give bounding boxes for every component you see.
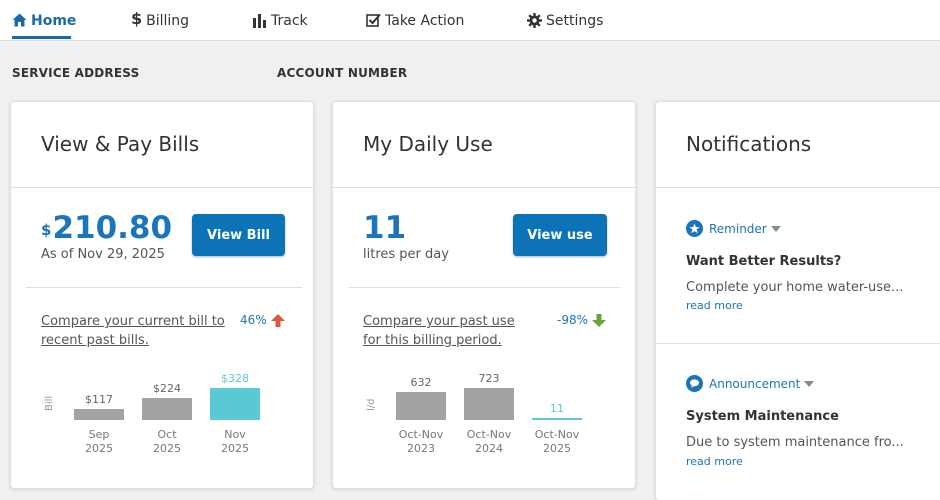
compare-use-link[interactable]: Compare your past use for this billing p… <box>363 314 515 348</box>
currency-symbol: $ <box>41 221 52 239</box>
dollar-icon: $ <box>131 9 143 28</box>
account-number-label: ACCOUNT NUMBER <box>277 66 408 80</box>
view-use-button[interactable]: View use <box>513 214 607 256</box>
bar-category-label: Sep 2025 <box>85 428 113 455</box>
bill-amount: $210.80 <box>41 210 172 246</box>
bill-change-percent: 46% <box>240 313 267 327</box>
chevron-down-icon <box>770 225 781 232</box>
bar-value-label: 632 <box>410 376 432 390</box>
bar-category-label: Oct 2025 <box>153 428 181 455</box>
bills-title: View & Pay Bills <box>41 132 200 156</box>
checkbox-icon <box>366 13 381 32</box>
chart-y-label: Bill <box>44 395 55 411</box>
nav-take-action-label: Take Action <box>385 13 465 29</box>
daily-use-amount: 11 <box>363 210 407 246</box>
bills-card: View & Pay Bills $210.80 As of Nov 29, 2… <box>10 101 314 489</box>
bar-value-label: 11 <box>550 402 564 415</box>
notification-body: Due to system maintenance fro... <box>686 435 904 450</box>
notification-type-reminder[interactable]: Reminder <box>686 220 781 237</box>
bill-amount-value: 210.80 <box>52 210 173 246</box>
bar-category-label: Oct-Nov 2025 <box>534 428 580 455</box>
nav-track[interactable]: Track <box>252 13 308 39</box>
nav-home-label: Home <box>31 13 77 29</box>
notification-heading: System Maintenance <box>686 409 839 424</box>
daily-use-card: My Daily Use 11 litres per day View use … <box>332 101 636 489</box>
arrow-down-icon <box>592 313 607 327</box>
chevron-down-icon <box>804 380 815 387</box>
bar-chart-icon <box>252 13 267 32</box>
arrow-up-icon <box>270 313 285 327</box>
service-address-label: SERVICE ADDRESS <box>12 66 140 80</box>
divider <box>656 343 940 344</box>
read-more-link[interactable]: read more <box>686 455 743 468</box>
divider <box>348 287 621 288</box>
notification-body: Complete your home water-use... <box>686 280 904 295</box>
chart-bar[interactable] <box>396 392 446 420</box>
divider <box>11 187 313 188</box>
daily-use-title: My Daily Use <box>363 132 493 156</box>
chart-bar[interactable] <box>142 398 192 420</box>
notification-type-label: Reminder <box>709 221 767 236</box>
divider <box>333 187 635 188</box>
bar-category-label: Oct-Nov 2024 <box>466 428 512 455</box>
notifications-card: Notifications Reminder Want Better Resul… <box>655 101 940 500</box>
gear-icon <box>527 13 542 32</box>
daily-use-unit: litres per day <box>363 247 449 262</box>
nav-billing[interactable]: $ Billing <box>131 9 190 39</box>
bar-value-label: $328 <box>221 372 249 385</box>
bar-value-label: 723 <box>478 372 500 385</box>
nav-track-label: Track <box>271 13 308 29</box>
notification-heading: Want Better Results? <box>686 254 842 269</box>
use-change: -98% <box>557 313 607 327</box>
nav-settings-label: Settings <box>546 13 604 29</box>
nav-take-action[interactable]: Take Action <box>366 13 464 39</box>
bill-as-of: As of Nov 29, 2025 <box>41 247 165 262</box>
notifications-title: Notifications <box>686 132 812 156</box>
bar-category-label: Nov 2025 <box>221 428 249 455</box>
notification-type-label: Announcement <box>709 376 801 391</box>
chart-y-label: l/d <box>366 398 377 412</box>
view-bill-button[interactable]: View Bill <box>192 214 285 256</box>
nav-billing-label: Billing <box>146 13 190 29</box>
top-nav: Home $ Billing Track Take Action <box>0 0 940 41</box>
divider <box>26 287 302 288</box>
chart-bar[interactable] <box>74 408 124 420</box>
nav-home[interactable]: Home <box>12 13 76 39</box>
chart-bar[interactable] <box>532 418 582 420</box>
use-change-percent: -98% <box>557 313 589 327</box>
home-icon <box>12 13 27 31</box>
bill-change: 46% <box>240 313 285 327</box>
star-icon <box>686 220 703 237</box>
notification-type-announcement[interactable]: Announcement <box>686 375 815 392</box>
speech-bubble-icon <box>686 375 703 392</box>
compare-bill-link[interactable]: Compare your current bill to recent past… <box>41 314 225 348</box>
nav-settings[interactable]: Settings <box>527 13 603 39</box>
bar-value-label: $117 <box>85 392 113 406</box>
chart-bar[interactable] <box>464 388 514 420</box>
chart-bar[interactable] <box>210 388 260 420</box>
read-more-link[interactable]: read more <box>686 299 743 312</box>
divider <box>656 187 940 188</box>
bar-category-label: Oct-Nov 2023 <box>398 428 444 455</box>
bar-value-label: $224 <box>153 382 181 396</box>
